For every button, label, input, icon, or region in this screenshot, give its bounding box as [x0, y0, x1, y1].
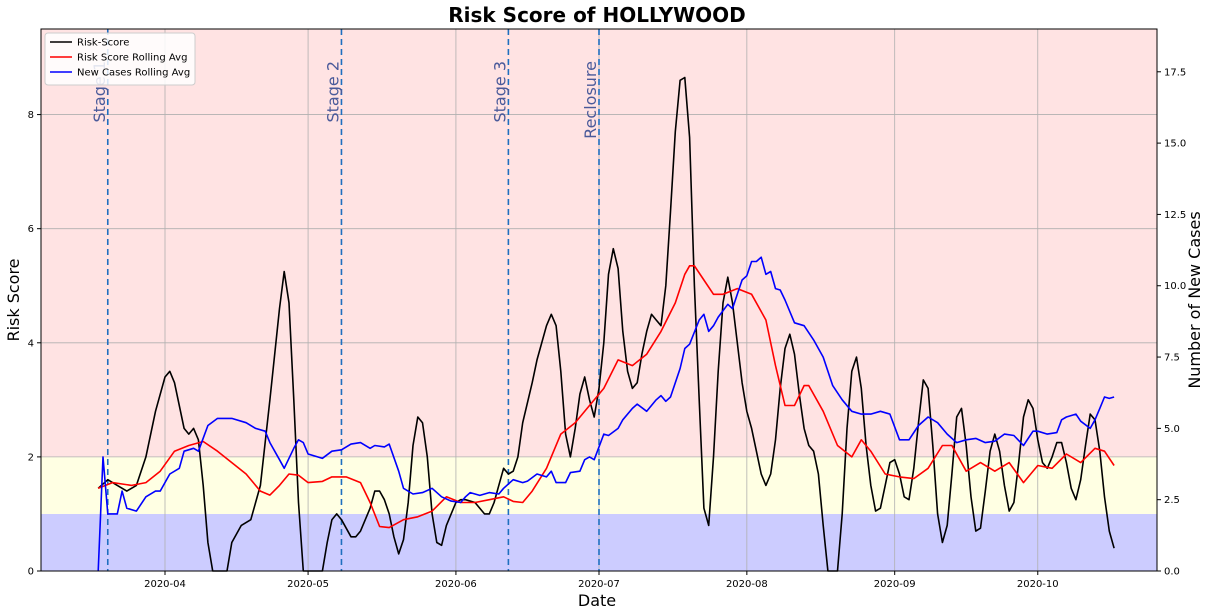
y-axis-ticks: 0 2 4 6 8	[28, 110, 41, 578]
y2-axis-label: Number of New Cases	[1185, 211, 1204, 388]
y2-tick-label: 15.0	[1164, 139, 1186, 150]
y2-tick-label: 7.5	[1164, 353, 1180, 364]
x-tick-label: 2020-04	[144, 579, 186, 590]
x-tick-label: 2020-08	[726, 579, 768, 590]
y2-tick-label: 5.0	[1164, 424, 1180, 435]
legend: Risk-Score Risk Score Rolling Avg New Case…	[44, 32, 196, 86]
phase-label: Reclosure	[581, 61, 600, 139]
y-tick-label: 6	[28, 224, 34, 235]
phase-label: Stage 2	[323, 61, 342, 123]
y2-axis-ticks: 0.0 2.5 5.0 7.5 10.0 12.5 15.0 17.5	[1157, 67, 1186, 578]
y2-tick-label: 10.0	[1164, 281, 1186, 292]
legend-box	[44, 32, 196, 86]
y-axis-label: Risk Score	[4, 258, 23, 341]
x-tick-label: 2020-10	[1017, 579, 1059, 590]
phase-label: Stage 3	[490, 61, 509, 123]
x-tick-label: 2020-05	[287, 579, 329, 590]
legend-entry-2: New Cases Rolling Avg	[77, 68, 190, 79]
y-tick-label: 8	[28, 110, 34, 121]
y-tick-label: 2	[28, 452, 34, 463]
series-line-2	[97, 256, 1115, 572]
series-line-1	[97, 265, 1115, 529]
y2-tick-label: 17.5	[1164, 67, 1186, 78]
legend-entry-0: Risk-Score	[77, 38, 129, 49]
series-lines	[97, 76, 1115, 572]
x-tick-label: 2020-07	[578, 579, 620, 590]
x-axis-ticks: 2020-04 2020-05 2020-06 2020-07 2020-08 2020-…	[144, 571, 1059, 590]
y2-tick-label: 0.0	[1164, 567, 1180, 578]
chart-title: Risk Score of HOLLYWOOD	[448, 3, 745, 27]
y-tick-label: 4	[28, 338, 34, 349]
legend-entry-1: Risk Score Rolling Avg	[77, 53, 187, 64]
y-tick-label: 0	[28, 567, 34, 578]
y2-tick-label: 2.5	[1164, 495, 1180, 506]
x-tick-label: 2020-06	[435, 579, 477, 590]
y2-tick-label: 12.5	[1164, 210, 1186, 221]
x-axis-label: Date	[578, 591, 616, 610]
x-tick-label: 2020-09	[874, 579, 916, 590]
